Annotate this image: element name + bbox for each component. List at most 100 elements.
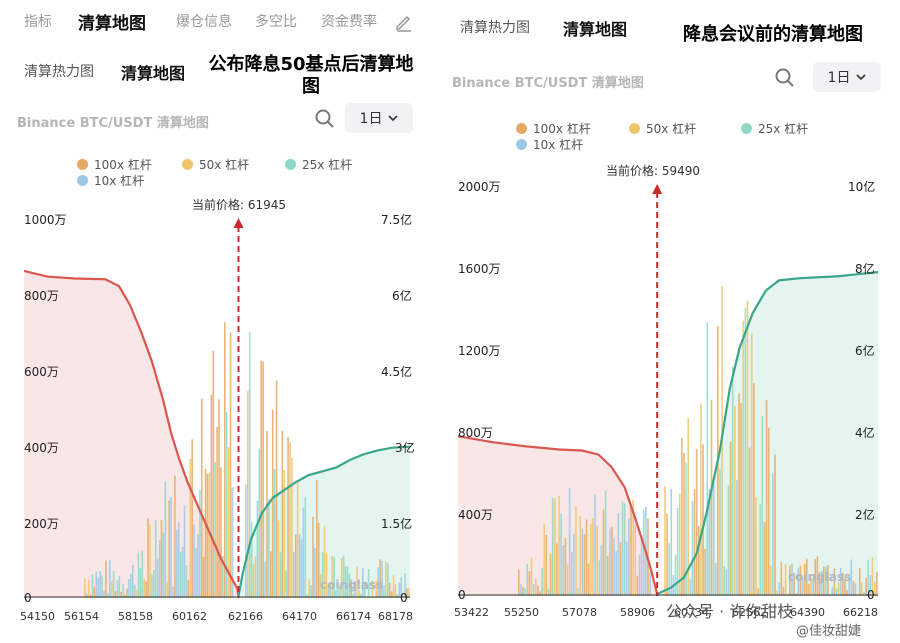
liquidation-bar [120,591,123,598]
legend-100x[interactable]: 100x 杠杆 [516,120,591,137]
legend-25x[interactable]: 25x 杠杆 [741,120,808,137]
right-panel: 清算热力图 清算地图 降息会议前的清算地图 Binance BTC/USDT 清… [438,0,900,643]
liquidation-bar [712,476,715,596]
liquidation-bar [145,581,147,598]
liquidation-bar [247,390,249,598]
y-right-tick-4: 8亿 [855,262,875,276]
liquidation-bar [681,438,683,596]
liquidation-bar [609,528,611,596]
tab-liquidation-map[interactable]: 清算地图 [78,14,146,34]
liquidation-bar [166,581,169,598]
liquidation-bar [740,403,742,596]
liquidation-bar [818,572,821,596]
x-tick: 56154 [64,610,99,623]
liquidation-bar [325,552,328,598]
liquidation-bar [642,510,645,596]
liquidation-bar [833,568,836,596]
liquidation-bar [214,462,216,598]
liquidation-bar [329,582,332,598]
liquidation-bar [279,552,282,598]
liquidation-bar [736,479,738,596]
liquidation-bar [304,497,307,598]
x-tick: 68178 [378,610,413,623]
liquidation-bar [208,472,211,598]
liquidation-bar [554,498,556,596]
liquidation-bar [168,500,170,598]
legend-10x[interactable]: 10x 杠杆 [77,172,144,189]
liquidation-bar [254,556,257,598]
liquidation-bar [103,590,105,598]
timeframe-select[interactable]: 1日 [345,103,413,133]
liquidation-bar [594,494,596,596]
subtab-heatmap[interactable]: 清算热力图 [24,64,94,80]
liquidation-bar [377,567,379,598]
liquidation-bar [583,533,586,596]
liquidation-bar [250,522,253,598]
legend-100x[interactable]: 100x 杠杆 [77,156,152,173]
liquidation-bar [162,532,165,598]
liquidation-bar [683,453,685,596]
left-panel: 指标 清算地图 爆仓信息 多空比 资金费率 清算热力图 清算地图 公布降息50基… [0,0,424,643]
legend-25x[interactable]: 25x 杠杆 [285,156,352,173]
liquidation-bar [375,580,378,598]
legend-dot-10x [516,139,527,150]
liquidation-bar [404,573,406,598]
liquidation-bar [147,518,149,598]
legend-10x[interactable]: 10x 杠杆 [516,136,583,153]
liquidation-bar [615,551,618,596]
liquidation-bar [252,563,255,598]
tab-indicators[interactable]: 指标 [24,14,52,30]
x-tick: 66218 [843,606,878,619]
timeframe-select[interactable]: 1日 [813,62,881,92]
liquidation-bar [670,488,673,596]
subtab-liquidation-map[interactable]: 清算地图 [121,64,186,83]
liquidation-bar [170,496,172,598]
liquidation-bar [621,501,624,596]
liquidation-bar [750,333,753,596]
liquidation-bar [803,563,806,596]
liquidation-bar [587,563,590,596]
liquidation-bar [714,563,717,596]
tab-liquidation-info[interactable]: 爆仓信息 [176,14,232,30]
liquidation-bar [216,426,218,598]
search-icon[interactable] [314,108,336,130]
liquidation-bar [729,441,732,596]
pencil-icon[interactable] [394,12,414,32]
timeframe-value: 1日 [827,70,851,86]
tab-long-short-ratio[interactable]: 多空比 [255,14,297,30]
liquidation-bar [172,587,174,598]
coinglass-watermark: coinglass [788,570,852,584]
liquidation-bar [636,575,639,596]
liquidation-bar [187,580,190,598]
liquidation-bar [570,552,573,596]
liquidation-bar [210,394,213,598]
liquidation-bar [837,582,840,596]
liquidation-bar [154,520,157,598]
subtab-liquidation-map[interactable]: 清算地图 [563,20,628,39]
liquidation-bar [744,308,747,596]
liquidation-bar [638,554,641,596]
legend-50x[interactable]: 50x 杠杆 [182,156,249,173]
legend-50x[interactable]: 50x 杠杆 [629,120,696,137]
liquidation-bar [268,499,270,598]
liquidation-bar [547,589,550,596]
liquidation-bar [573,533,575,596]
search-icon[interactable] [774,67,796,89]
chevron-down-icon [856,74,867,81]
liquidation-bar [371,580,374,598]
liquidation-bar [863,591,865,596]
liquidation-bar [223,322,226,598]
liquidation-bar [174,475,176,598]
short-cumulative-line [24,269,240,597]
liquidation-bar [634,524,637,596]
liquidation-bar [126,588,128,598]
liquidation-bar [185,565,188,598]
y-right-tick-5: 7.5亿 [381,213,413,227]
liquidation-bar [337,581,339,598]
liquidation-bar [865,577,867,596]
liquidation-bar [844,577,846,596]
liquidation-bar [539,591,541,596]
liquidation-chart-left [24,218,410,598]
tab-funding-rate[interactable]: 资金费率 [321,14,377,30]
subtab-heatmap[interactable]: 清算热力图 [460,20,530,36]
